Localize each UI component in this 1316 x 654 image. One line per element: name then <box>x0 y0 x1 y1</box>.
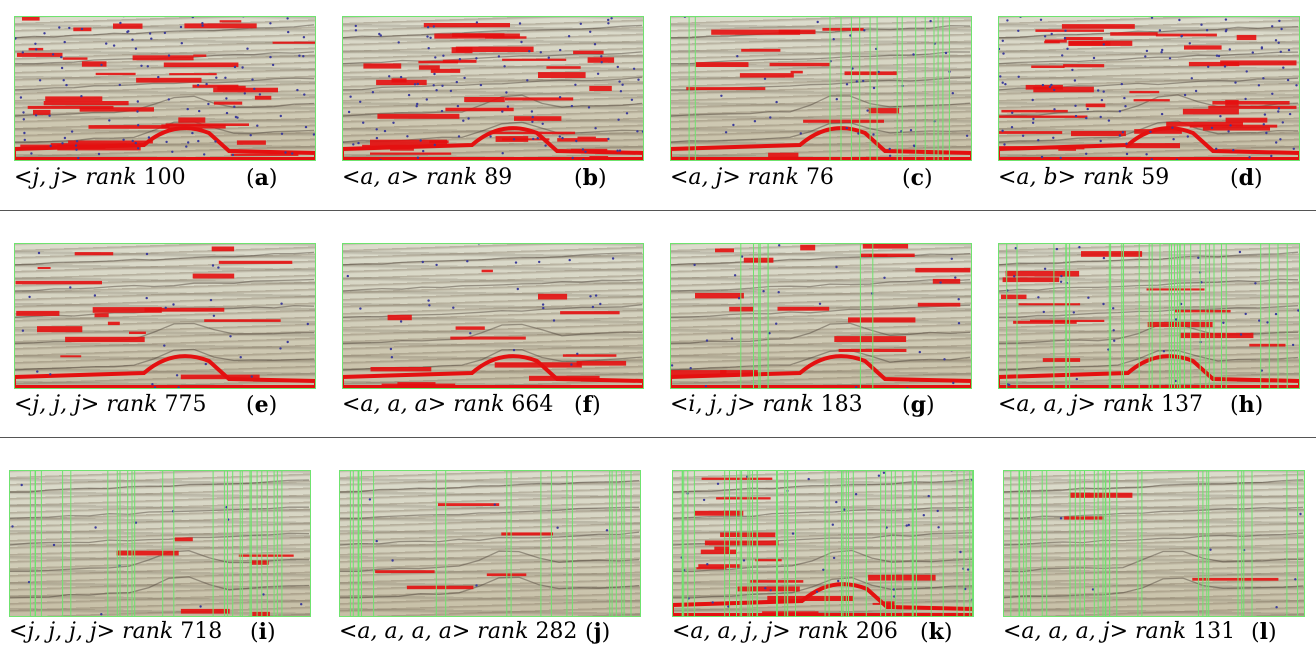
panel-letter-text: f <box>582 392 593 418</box>
tuple-label: <j, j, j, j> <box>9 619 116 644</box>
panel-letter: (g) <box>902 392 935 418</box>
seismic-image <box>998 16 1300 161</box>
detection-overlay <box>672 470 974 617</box>
rank-value: 76 <box>805 165 834 190</box>
tuple-label: <j, j, j> <box>14 392 100 417</box>
panel-letter: (f) <box>574 392 601 418</box>
rank-value: 282 <box>535 619 578 644</box>
panel-caption: <a, b> rank 59 (d) <box>998 165 1263 190</box>
detection-overlay <box>670 16 972 161</box>
rank-word: rank <box>747 165 799 190</box>
row-separator <box>0 437 1316 438</box>
panel-letter-text: a <box>254 165 269 191</box>
tuple-label: <a, a, a> <box>342 392 447 417</box>
detection-overlay <box>998 243 1300 389</box>
rank-value: 775 <box>164 392 207 417</box>
rank-word: rank <box>106 392 158 417</box>
panel-letter-text: l <box>1259 619 1268 645</box>
rank-value: 206 <box>855 619 898 644</box>
seismic-image <box>672 470 974 617</box>
panel-letter-text: c <box>910 165 924 191</box>
rank-value: 183 <box>820 392 863 417</box>
panel-letter-text: b <box>582 165 598 191</box>
rank-word: rank <box>477 619 529 644</box>
rank-word: rank <box>1102 392 1155 417</box>
seismic-image <box>342 243 644 389</box>
panel-caption: <a, a> rank 89 (b) <box>342 165 607 190</box>
seismic-image <box>670 243 972 389</box>
rank-word: rank <box>762 392 814 417</box>
detection-overlay <box>670 243 972 389</box>
detection-overlay <box>339 470 641 617</box>
panel-letter: (c) <box>902 165 933 191</box>
detection-overlay <box>1003 470 1305 617</box>
tuple-label: <a, a> <box>342 165 420 190</box>
rank-value: 718 <box>180 619 223 644</box>
detection-overlay <box>14 243 316 389</box>
panel-letter: (a) <box>246 165 278 191</box>
panel-caption: <a, a, a, j> rank 131 (l) <box>1003 619 1277 644</box>
seismic-image <box>670 16 972 161</box>
panel-letter: (k) <box>920 619 953 645</box>
rank-value: 664 <box>511 392 554 417</box>
panel-letter-text: e <box>254 392 269 418</box>
tuple-label: <a, a, a, j> <box>1003 619 1128 644</box>
tuple-label: <a, a, j, j> <box>672 619 791 644</box>
panel-caption: <a, a, a> rank 664 (f) <box>342 392 601 417</box>
seismic-image <box>339 470 641 617</box>
tuple-label: <a, j> <box>670 165 741 190</box>
rank-word: rank <box>426 165 478 190</box>
rank-word: rank <box>453 392 505 417</box>
panel-caption: <a, a, a, a> rank 282 (j) <box>339 619 610 644</box>
panel-caption: <a, a, j> rank 137 (h) <box>998 392 1263 417</box>
tuple-label: <a, b> <box>998 165 1077 190</box>
panel-letter: (d) <box>1230 165 1263 191</box>
rank-word: rank <box>85 165 137 190</box>
seismic-image <box>14 243 316 389</box>
panel-letter: (l) <box>1251 619 1277 645</box>
seismic-image <box>342 16 644 161</box>
panel-letter-text: k <box>928 619 944 645</box>
rank-value: 89 <box>484 165 513 190</box>
panel-caption: <a, a, j, j> rank 206 (k) <box>672 619 952 644</box>
panel-caption: <i, j, j> rank 183 (g) <box>670 392 935 417</box>
rank-word: rank <box>1083 165 1135 190</box>
seismic-image <box>1003 470 1305 617</box>
tuple-label: <i, j, j> <box>670 392 756 417</box>
rank-word: rank <box>122 619 174 644</box>
detection-overlay <box>342 243 644 389</box>
rank-value: 137 <box>1161 392 1204 417</box>
panel-letter: (b) <box>574 165 607 191</box>
rank-word: rank <box>1135 619 1187 644</box>
detection-overlay <box>342 16 644 161</box>
tuple-label: <j, j> <box>14 165 79 190</box>
panel-caption: <j, j, j> rank 775 (e) <box>14 392 277 417</box>
panel-letter: (i) <box>250 619 276 645</box>
rank-value: 59 <box>1141 165 1170 190</box>
panel-caption: <a, j> rank 76 (c) <box>670 165 933 190</box>
panel-letter: (j) <box>585 619 611 645</box>
panel-caption: <j, j> rank 100 (a) <box>14 165 277 190</box>
row-separator <box>0 210 1316 211</box>
seismic-image <box>9 470 311 617</box>
seismic-image <box>14 16 316 161</box>
seismic-image <box>998 243 1300 389</box>
panel-letter: (e) <box>246 392 278 418</box>
panel-letter-text: i <box>258 619 267 645</box>
rank-word: rank <box>797 619 849 644</box>
panel-letter-text: j <box>593 619 602 645</box>
tuple-label: <a, a, j> <box>998 392 1096 417</box>
panel-letter-text: d <box>1238 165 1254 191</box>
rank-value: 131 <box>1193 619 1236 644</box>
panel-letter-text: h <box>1238 392 1255 418</box>
tuple-label: <a, a, a, a> <box>339 619 471 644</box>
rank-value: 100 <box>143 165 186 190</box>
detection-overlay <box>9 470 311 617</box>
panel-letter: (h) <box>1230 392 1264 418</box>
panel-letter-text: g <box>910 392 926 418</box>
detection-overlay <box>998 16 1300 161</box>
detection-overlay <box>14 16 316 161</box>
panel-caption: <j, j, j, j> rank 718 (i) <box>9 619 276 644</box>
